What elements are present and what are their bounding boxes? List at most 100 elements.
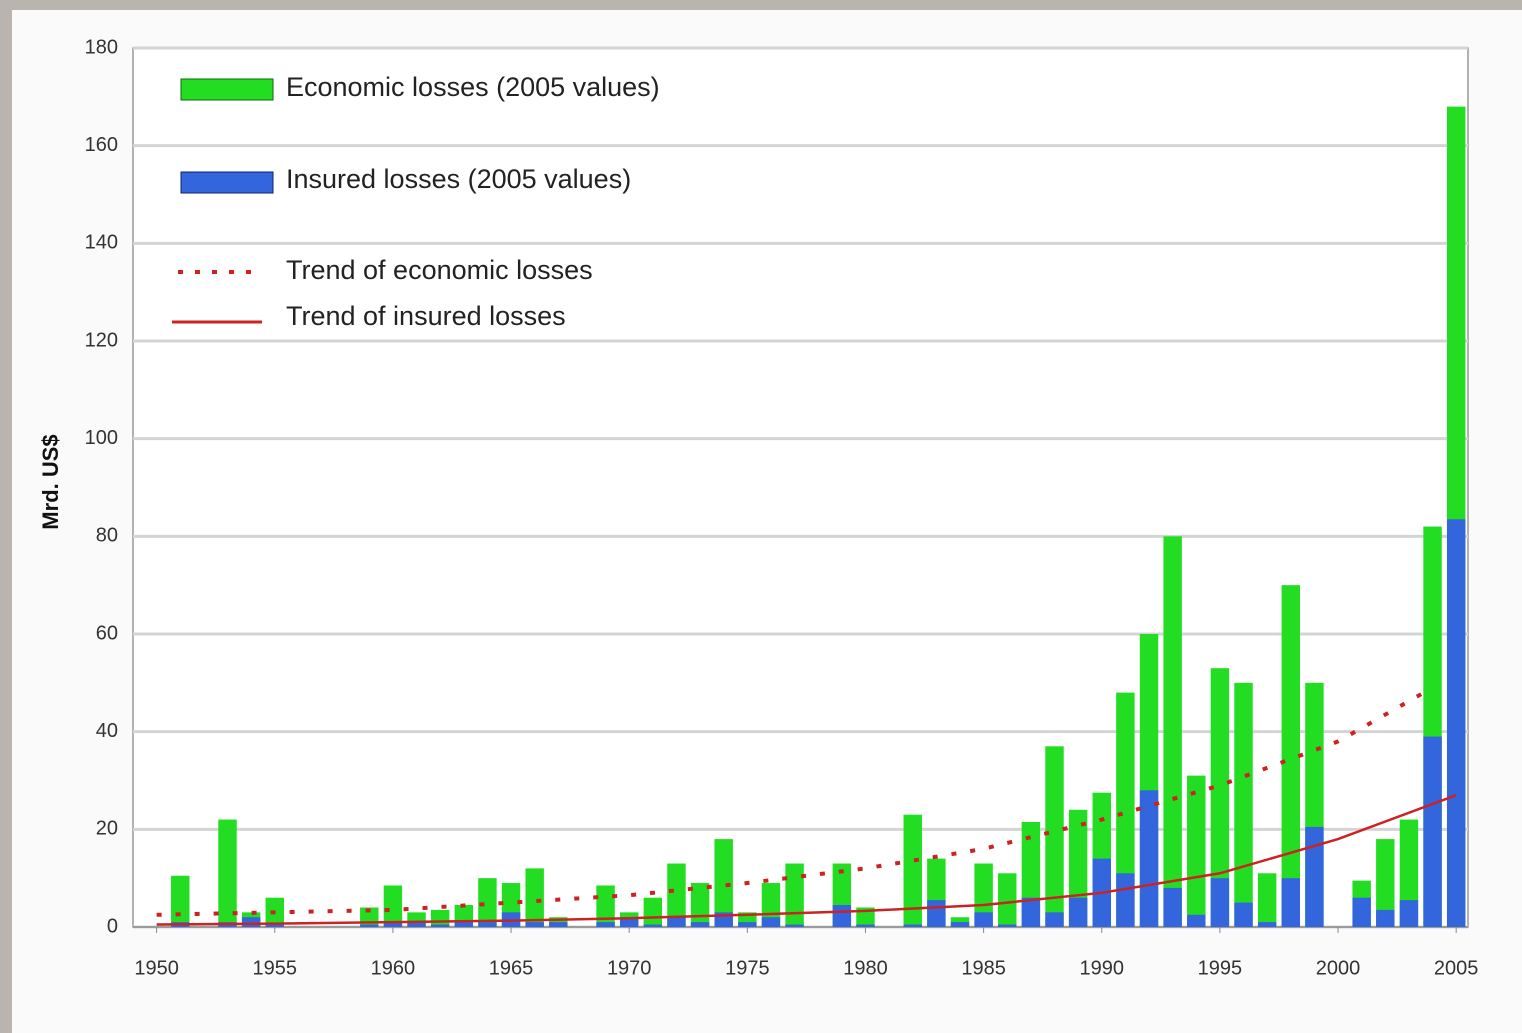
bar — [667, 863, 686, 927]
bar — [454, 922, 474, 927]
bar — [1210, 878, 1230, 927]
bar — [1399, 900, 1419, 927]
bar — [1376, 839, 1395, 927]
bar — [1187, 775, 1206, 927]
bar — [1234, 682, 1253, 927]
bar — [1281, 585, 1301, 927]
legend: Economic losses (2005 values) Insured lo… — [172, 72, 660, 331]
trend-lines — [156, 685, 1457, 926]
bar — [1234, 902, 1253, 927]
bar — [1305, 826, 1324, 927]
bar — [1139, 790, 1159, 927]
legend-swatch — [180, 78, 274, 101]
x-tick-label: 1960 — [371, 957, 416, 979]
legend-label: Trend of economic losses — [286, 255, 593, 285]
bar — [1257, 922, 1277, 927]
bar — [761, 883, 781, 927]
bar — [974, 912, 993, 927]
y-tick-label: 20 — [96, 818, 118, 840]
bar — [383, 922, 403, 927]
x-tick-label: 1975 — [725, 957, 770, 979]
bar — [1045, 912, 1064, 927]
bar — [856, 924, 875, 927]
bar — [1116, 873, 1135, 927]
bar — [1021, 897, 1041, 927]
bar — [430, 924, 450, 927]
y-tick-label: 140 — [85, 232, 118, 254]
trend-line — [156, 793, 1457, 926]
bar — [525, 922, 544, 927]
bar — [832, 905, 852, 927]
bar — [1163, 887, 1182, 927]
bar — [1068, 897, 1088, 927]
bar — [785, 863, 804, 927]
bar — [1045, 746, 1064, 927]
bar — [1352, 897, 1371, 927]
bar — [549, 922, 568, 927]
bar — [667, 917, 686, 927]
bar — [619, 917, 639, 927]
bar — [1163, 536, 1182, 927]
legend-label: Trend of insured losses — [286, 301, 566, 331]
legend-label: Insured losses (2005 values) — [286, 164, 631, 194]
x-tick-label: 1995 — [1198, 957, 1243, 979]
bar — [643, 924, 663, 927]
x-tick-label: 1970 — [607, 957, 652, 979]
bar — [525, 868, 544, 927]
bar — [1187, 914, 1206, 927]
bar — [478, 922, 497, 927]
x-tick-label: 1955 — [253, 957, 298, 979]
x-tick-label: 1985 — [961, 957, 1006, 979]
bar — [171, 875, 190, 927]
y-tick-label: 100 — [85, 427, 118, 449]
bar — [478, 878, 497, 927]
bar — [360, 924, 379, 927]
bar — [596, 922, 615, 927]
bar — [596, 885, 615, 927]
bar — [430, 909, 450, 927]
y-tick-label: 160 — [85, 134, 118, 156]
bar — [1446, 519, 1466, 927]
y-tick-label: 120 — [85, 329, 118, 351]
bar — [1376, 909, 1395, 927]
y-axis-title: Mrd. US$ — [38, 434, 63, 529]
bar — [383, 885, 403, 927]
bar — [927, 900, 946, 927]
bar — [738, 922, 757, 927]
x-tick-label: 2000 — [1316, 957, 1361, 979]
bar — [690, 922, 710, 927]
bar — [761, 917, 781, 927]
bar — [1210, 668, 1230, 927]
grid: 0 20 40 60 80 100 120 140 160 180 1950 1955 1960 1965… — [85, 36, 1479, 979]
bar — [714, 839, 733, 927]
bar — [1116, 692, 1135, 927]
bar — [643, 897, 663, 927]
bar — [265, 924, 284, 927]
x-tick-label: 1965 — [489, 957, 534, 979]
bar — [407, 922, 426, 927]
x-tick-label: 1950 — [134, 957, 179, 979]
bar — [903, 924, 922, 927]
y-tick-label: 180 — [85, 36, 118, 58]
y-tick-label: 40 — [96, 720, 118, 742]
bar — [998, 924, 1017, 927]
bar — [785, 924, 804, 927]
y-tick-label: 60 — [96, 622, 118, 644]
bar — [974, 863, 993, 927]
bar — [218, 819, 237, 927]
bar — [1281, 878, 1301, 927]
bar — [856, 907, 875, 927]
legend-swatch — [180, 171, 274, 194]
bar — [1257, 873, 1277, 927]
bar — [241, 917, 261, 927]
bar — [1423, 736, 1442, 927]
bar — [950, 922, 970, 927]
x-tick-label: 1980 — [843, 957, 888, 979]
bar — [903, 814, 922, 927]
bar — [690, 883, 710, 927]
x-tick-label: 2005 — [1434, 957, 1479, 979]
bar — [998, 873, 1017, 927]
y-tick-label: 80 — [96, 525, 118, 547]
